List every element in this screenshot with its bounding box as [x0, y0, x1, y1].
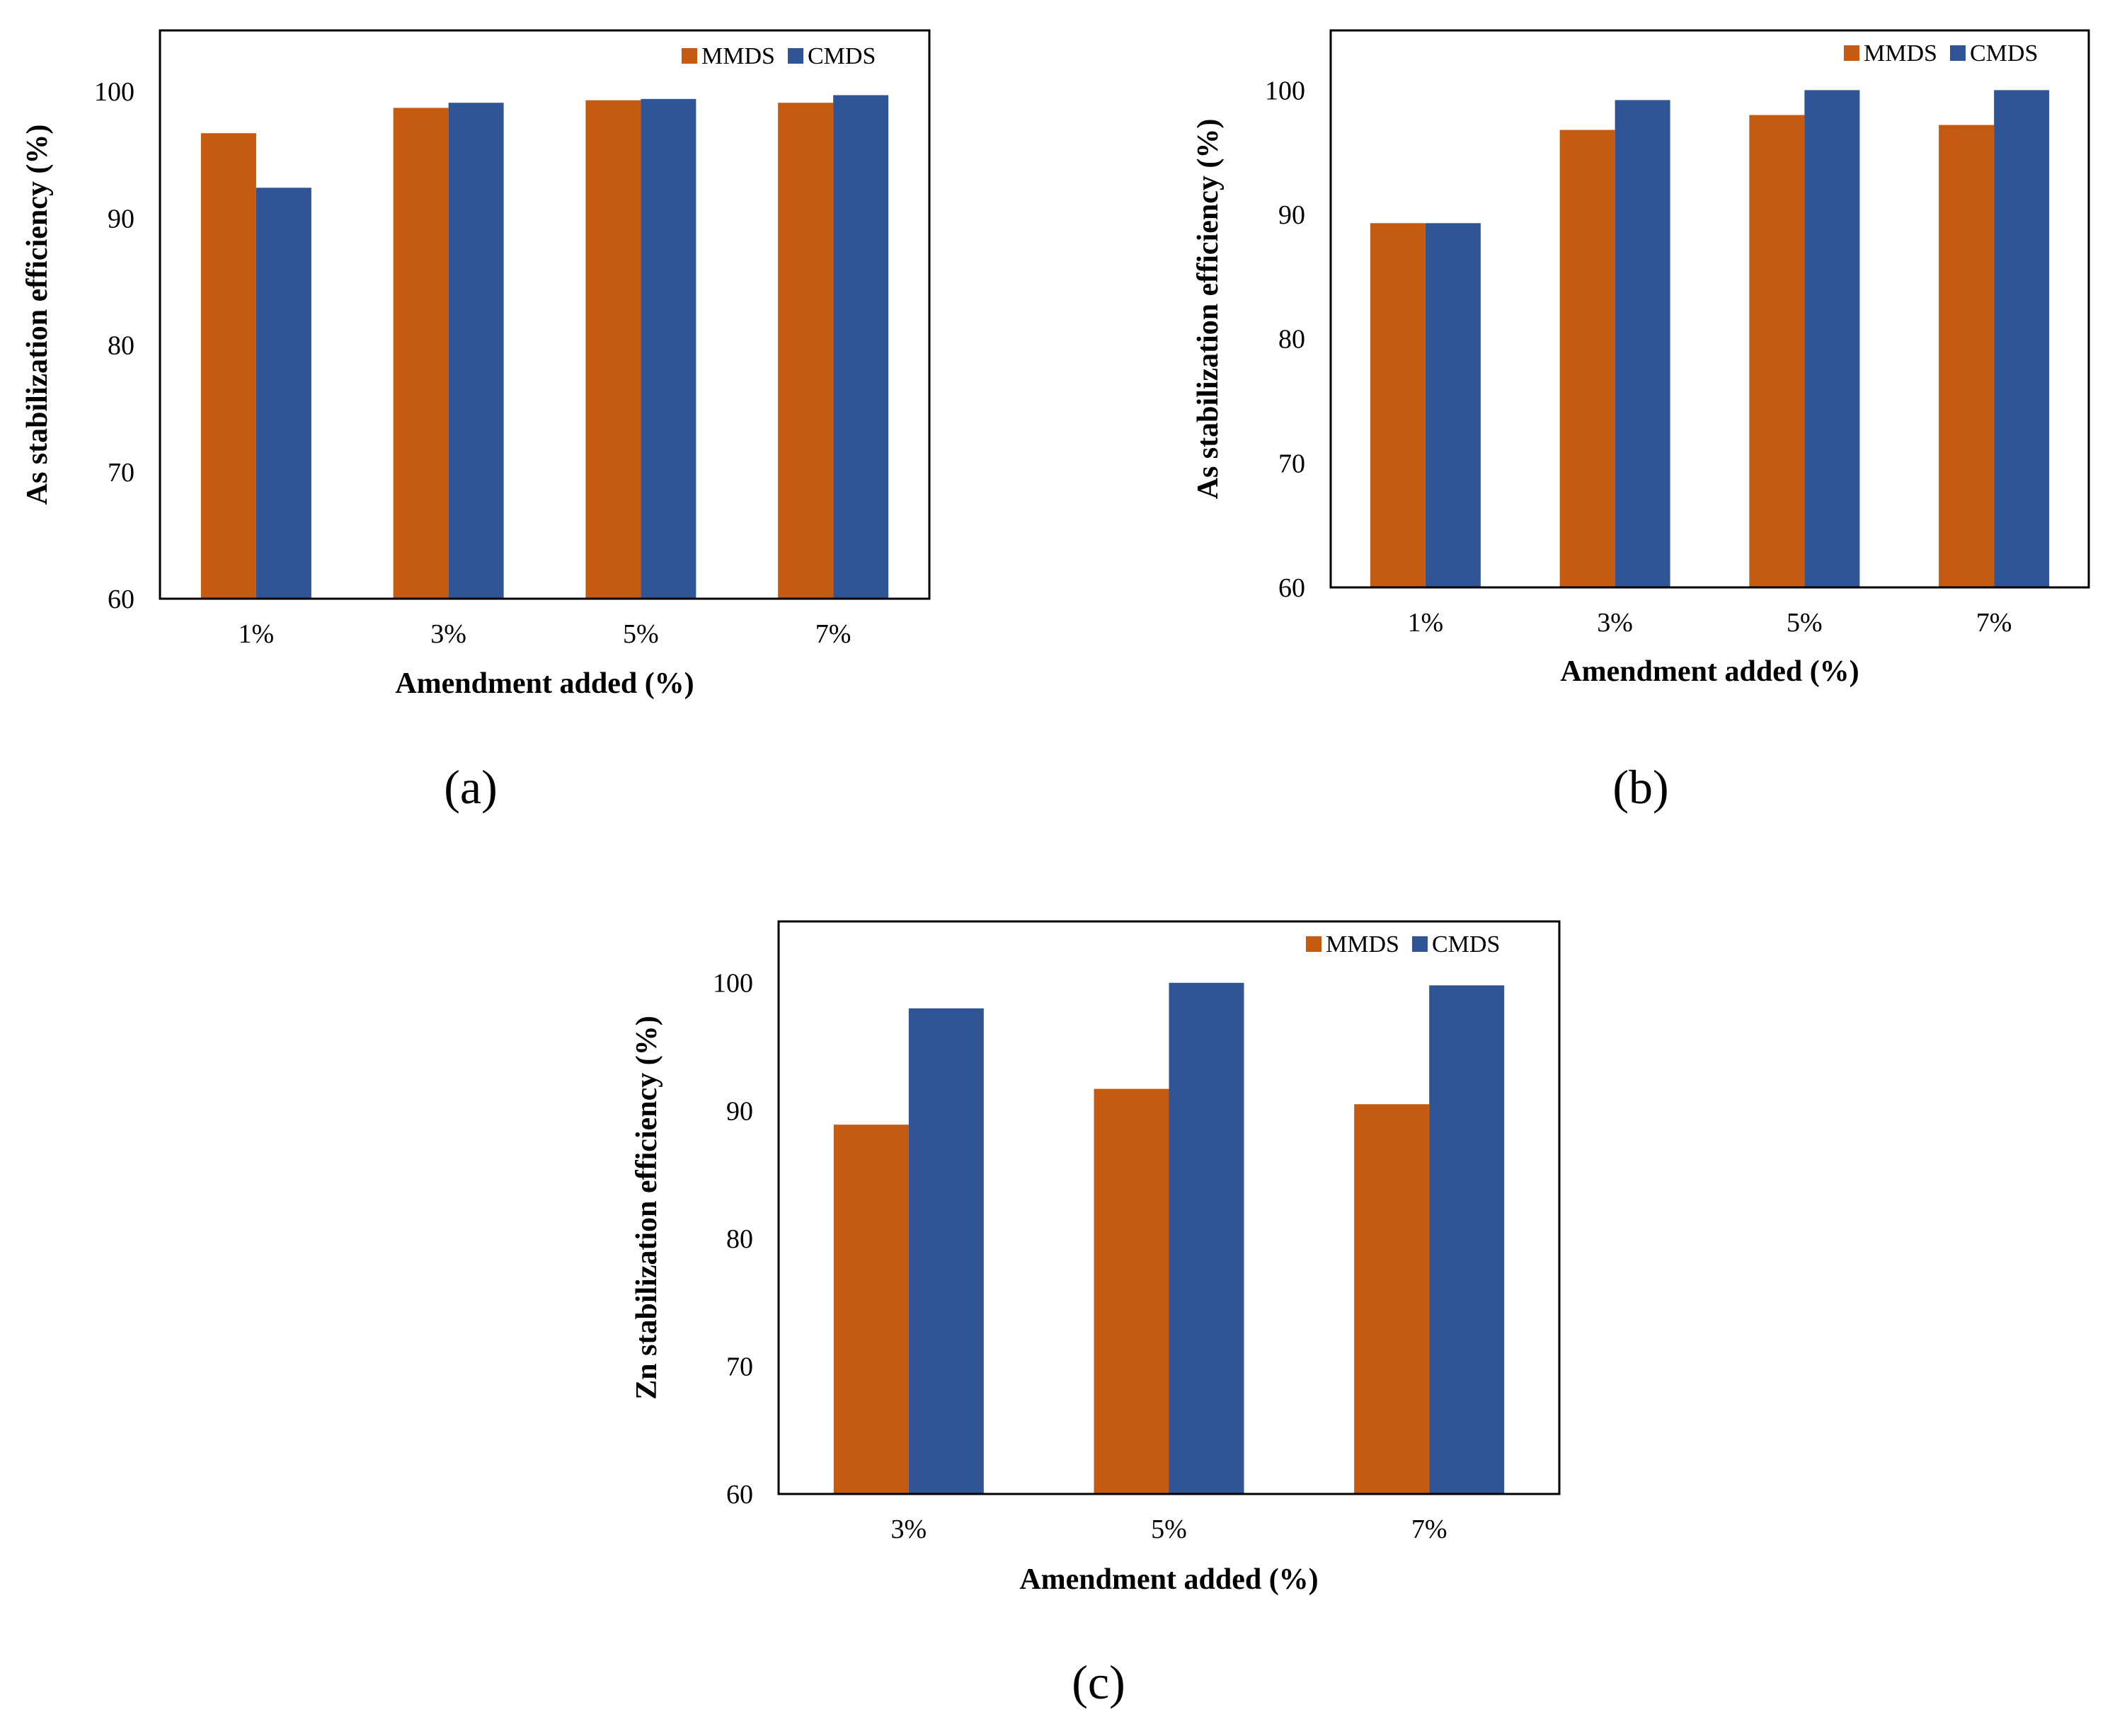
y-tick-label: 100: [1265, 76, 1305, 105]
bar-cmds-7pct: [1994, 90, 2050, 588]
bar-cmds-7pct: [1429, 985, 1505, 1494]
x-tick-label: 3%: [1597, 608, 1633, 638]
x-axis-label: Amendment added (%): [1560, 655, 1859, 688]
bar-mmds-5pct: [1749, 115, 1805, 588]
legend-swatch-mmds: [1306, 936, 1321, 952]
y-tick-label: 60: [108, 585, 134, 614]
y-tick-label: 80: [726, 1224, 753, 1254]
x-tick-label: 1%: [239, 619, 275, 649]
y-tick-label: 60: [1278, 573, 1305, 603]
legend: MMDS CMDS: [682, 43, 876, 69]
y-axis-label: Zn stabilization efficiency (%): [631, 1016, 663, 1399]
bar-cmds-3pct: [908, 1008, 984, 1494]
legend: MMDS CMDS: [1306, 931, 1500, 958]
legend-label-mmds: MMDS: [1326, 931, 1399, 958]
bar-mmds-3pct: [1559, 130, 1615, 587]
bar-mmds-5pct: [1094, 1088, 1169, 1494]
x-axis-label: Amendment added (%): [395, 667, 694, 700]
legend-swatch-mmds: [682, 48, 697, 64]
bar-mmds-7pct: [1939, 125, 1995, 587]
y-tick-label: 100: [713, 969, 753, 999]
legend: MMDS CMDS: [1844, 40, 2038, 67]
legend-label-mmds: MMDS: [1864, 40, 1937, 67]
x-axis-label: Amendment added (%): [1019, 1563, 1318, 1596]
legend-swatch-mmds: [1844, 45, 1859, 61]
chart-panel-a: 60 70 80 90 100 1% 3% 5% 7% MMDS CMDS Amendment add…: [21, 29, 931, 814]
y-tick-label: 80: [1278, 325, 1305, 355]
y-axis-label: As stabilization efficiency (%): [1192, 119, 1225, 500]
y-tick-label: 90: [108, 204, 134, 234]
legend-label-cmds: CMDS: [1432, 931, 1500, 958]
legend-label-mmds: MMDS: [701, 43, 775, 69]
y-tick-label: 70: [726, 1352, 753, 1381]
bar-mmds-7pct: [778, 103, 834, 599]
legend-label-cmds: CMDS: [1970, 40, 2038, 67]
chart-panel-c: 60 70 80 90 100 3% 5% 7% MMDS CMDS Amendment added…: [631, 920, 1561, 1709]
bar-mmds-3pct: [833, 1125, 909, 1494]
legend-swatch-cmds: [788, 48, 803, 64]
chart-panel-b: 60 70 80 90 100 1% 3% 5% 7% MMDS CMDS Amendment add…: [1192, 29, 2090, 814]
bar-cmds-5pct: [641, 98, 696, 599]
y-tick-label: 70: [108, 458, 134, 488]
y-tick-label: 60: [726, 1480, 753, 1510]
x-tick-label: 1%: [1408, 608, 1444, 638]
x-tick-label: 7%: [815, 619, 852, 649]
bar-mmds-3pct: [393, 108, 449, 599]
bar-mmds-1pct: [1370, 223, 1426, 587]
x-tick-label: 5%: [623, 619, 659, 649]
bar-cmds-1pct: [256, 188, 311, 599]
bar-cmds-3pct: [448, 103, 504, 599]
bar-cmds-5pct: [1169, 982, 1244, 1494]
x-tick-label: 3%: [430, 619, 466, 649]
bar-mmds-5pct: [585, 100, 641, 599]
x-tick-label: 5%: [1787, 608, 1823, 638]
bar-cmds-5pct: [1804, 90, 1860, 588]
x-tick-label: 7%: [1411, 1514, 1447, 1544]
y-tick-label: 80: [108, 331, 134, 361]
y-tick-label: 90: [1278, 200, 1305, 230]
legend-label-cmds: CMDS: [808, 43, 876, 69]
panel-label: (c): [1072, 1655, 1125, 1709]
y-axis-label: As stabilization efficiency (%): [21, 125, 54, 505]
bar-cmds-3pct: [1615, 100, 1670, 587]
panel-label: (a): [444, 760, 497, 814]
legend-swatch-cmds: [1950, 45, 1966, 61]
y-tick-label: 90: [726, 1096, 753, 1126]
bar-mmds-7pct: [1354, 1104, 1430, 1494]
panel-label: (b): [1612, 760, 1668, 814]
y-tick-label: 70: [1278, 449, 1305, 478]
bar-mmds-1pct: [200, 133, 256, 599]
x-tick-label: 5%: [1151, 1514, 1187, 1544]
y-tick-label: 100: [94, 77, 134, 107]
x-tick-label: 3%: [891, 1514, 927, 1544]
bar-cmds-1pct: [1425, 223, 1481, 587]
bar-cmds-7pct: [833, 95, 889, 599]
x-tick-label: 7%: [1976, 608, 2012, 638]
legend-swatch-cmds: [1412, 936, 1428, 952]
